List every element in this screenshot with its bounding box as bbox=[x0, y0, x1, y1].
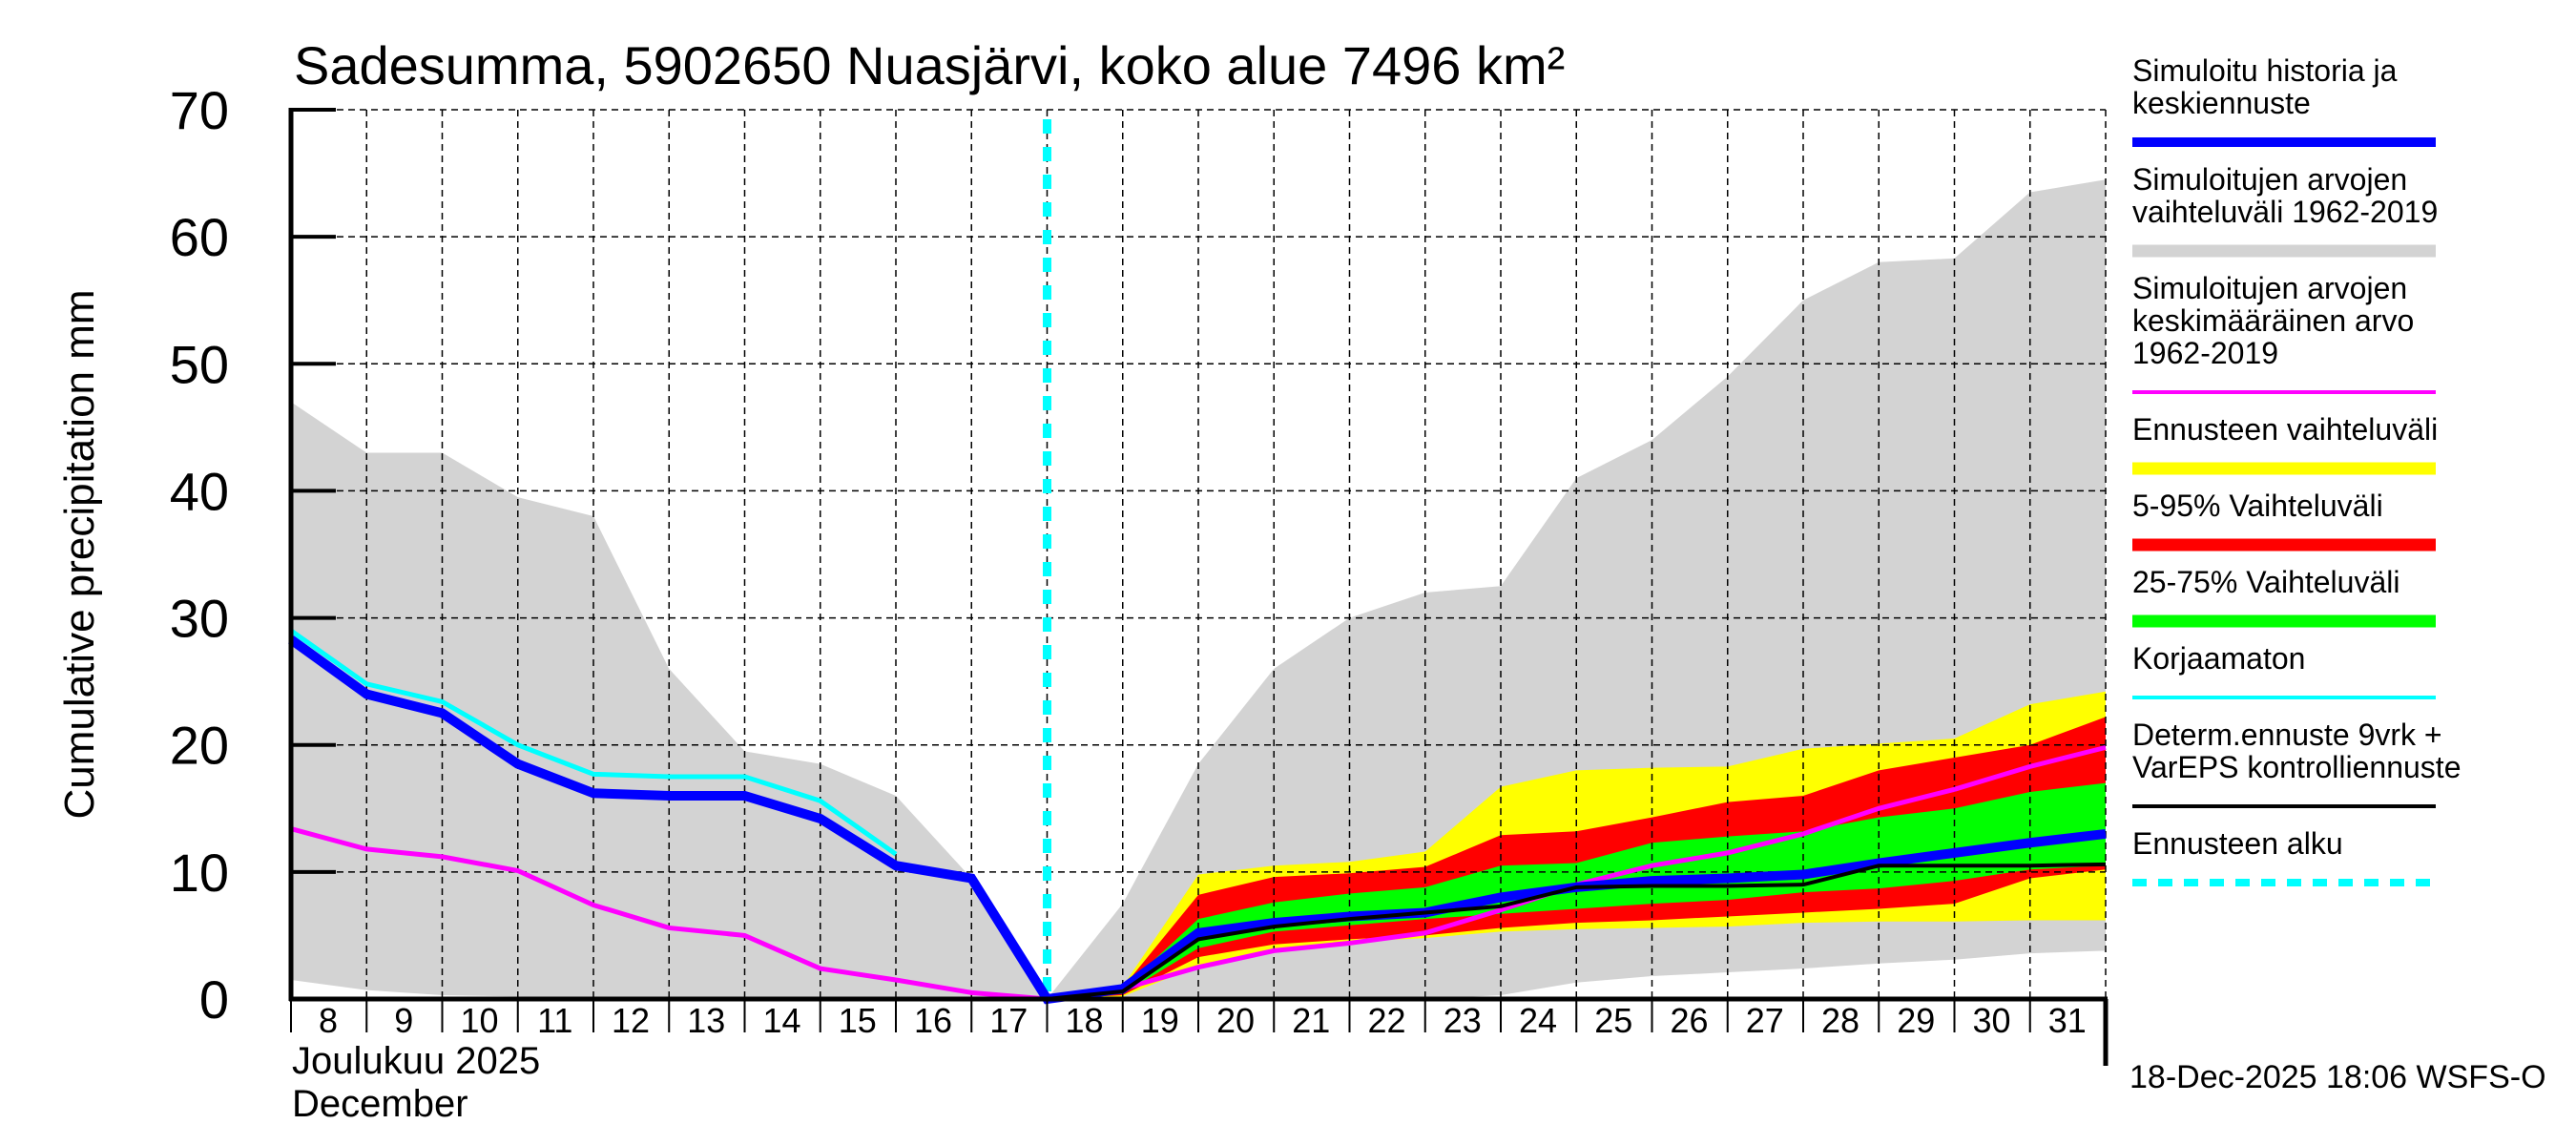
legend-label: Korjaamaton bbox=[2132, 641, 2305, 676]
x-tick-label: 13 bbox=[687, 1001, 725, 1040]
series-simuloitujen-arvojen-keskim-r-inen-arvo-1962-2019 bbox=[290, 744, 2107, 1002]
x-tick-label: 16 bbox=[914, 1001, 952, 1040]
x-tick-label: 19 bbox=[1141, 1001, 1179, 1040]
x-tick-label: 28 bbox=[1821, 1001, 1859, 1040]
legend-label: Simuloitujen arvojen bbox=[2132, 162, 2407, 197]
x-tick-label: 8 bbox=[319, 1001, 338, 1040]
y-tick-label: 10 bbox=[170, 843, 229, 903]
legend-label: vaihteluväli 1962-2019 bbox=[2132, 195, 2438, 229]
series-layer bbox=[288, 119, 2107, 1005]
legend-label: keskiennuste bbox=[2132, 86, 2311, 120]
legend-label: Simuloitujen arvojen bbox=[2132, 271, 2407, 305]
legend-label: 25-75% Vaihteluväli bbox=[2132, 565, 2399, 599]
y-axis-label: Cumulative precipitation mm bbox=[56, 289, 103, 819]
chart-title: Sadesumma, 5902650 Nuasjärvi, koko alue … bbox=[294, 35, 1565, 95]
series-determ-ennuste-9vrk-vareps-kontrolliennuste bbox=[1047, 862, 2107, 1001]
legend-item: Ennusteen alku bbox=[2132, 826, 2436, 886]
x-tick-label: 25 bbox=[1594, 1001, 1632, 1040]
x-tick-label: 21 bbox=[1292, 1001, 1330, 1040]
x-tick-label: 11 bbox=[537, 1001, 572, 1040]
x-tick-label: 10 bbox=[460, 1001, 498, 1040]
timestamp-footer: 18-Dec-2025 18:06 WSFS-O bbox=[2129, 1059, 2546, 1095]
x-tick-label: 31 bbox=[2048, 1001, 2087, 1040]
y-tick-label: 30 bbox=[170, 589, 229, 649]
y-tick-label: 20 bbox=[170, 716, 229, 776]
x-tick-label: 23 bbox=[1444, 1001, 1482, 1040]
x-tick-label: 29 bbox=[1897, 1001, 1935, 1040]
x-tick-label: 14 bbox=[762, 1001, 800, 1040]
legend-label: Simuloitu historia ja bbox=[2132, 53, 2398, 88]
legend-label: Ennusteen alku bbox=[2132, 826, 2343, 861]
legend-item: Determ.ennuste 9vrk +VarEPS kontrollienn… bbox=[2132, 718, 2461, 808]
x-tick-label: 27 bbox=[1746, 1001, 1784, 1040]
legend-label: Determ.ennuste 9vrk + bbox=[2132, 718, 2442, 752]
x-tick-label: 26 bbox=[1670, 1001, 1708, 1040]
legend-label: VarEPS kontrolliennuste bbox=[2132, 750, 2461, 784]
axes-layer: 0 10 20 30 40 50 60 70 8 9 10 11 12 13 14 15 16 17 18 19 20 2… bbox=[170, 80, 2109, 1066]
legend-item: 25-75% Vaihteluväli bbox=[2132, 565, 2436, 628]
series-korjaamaton bbox=[289, 628, 898, 857]
x-tick-label: 17 bbox=[989, 1001, 1028, 1040]
legend-label: keskimääräinen arvo bbox=[2132, 303, 2414, 338]
x-axis-month-label-en: December bbox=[292, 1083, 468, 1125]
legend: Simuloitu historia jakeskiennusteSimuloi… bbox=[2132, 53, 2461, 886]
legend-item: Korjaamaton bbox=[2132, 641, 2436, 699]
x-tick-label: 15 bbox=[839, 1001, 877, 1040]
x-tick-label: 22 bbox=[1367, 1001, 1405, 1040]
y-tick-label: 40 bbox=[170, 461, 229, 521]
x-axis-month-label: Joulukuu 2025 bbox=[292, 1040, 540, 1082]
y-tick-label: 0 bbox=[199, 969, 229, 1030]
legend-item: Ennusteen vaihteluväli bbox=[2132, 412, 2438, 475]
legend-label: Ennusteen vaihteluväli bbox=[2132, 412, 2438, 447]
legend-item: 5-95% Vaihteluväli bbox=[2132, 489, 2436, 552]
y-tick-label: 50 bbox=[170, 334, 229, 394]
y-tick-label: 60 bbox=[170, 207, 229, 267]
legend-label: 1962-2019 bbox=[2132, 336, 2278, 370]
x-tick-label: 24 bbox=[1519, 1001, 1557, 1040]
x-tick-label: 20 bbox=[1216, 1001, 1255, 1040]
x-tick-label: 30 bbox=[1972, 1001, 2010, 1040]
x-tick-label: 18 bbox=[1065, 1001, 1103, 1040]
x-tick-label: 9 bbox=[394, 1001, 413, 1040]
x-tick-label: 12 bbox=[612, 1001, 650, 1040]
legend-label: 5-95% Vaihteluväli bbox=[2132, 489, 2383, 523]
series-simuloitu-historia-ja-keskiennuste bbox=[288, 635, 2107, 1005]
y-tick-label: 70 bbox=[170, 80, 229, 140]
